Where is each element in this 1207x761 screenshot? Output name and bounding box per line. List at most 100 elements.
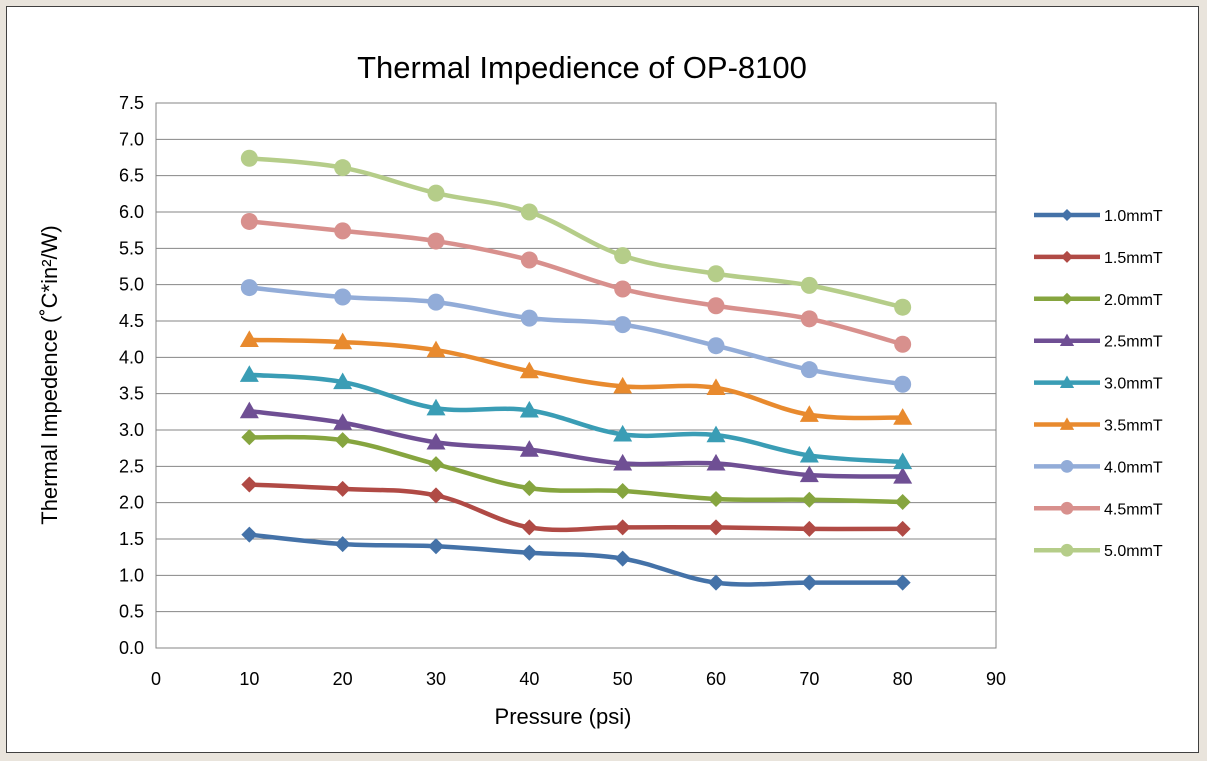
series-line: [249, 408, 903, 479]
y-axis-ticks: 0.0 0.5 1.0 1.5 2.0 2.5 3.0 3.5 4.0 4.5 5.0 5.5 6.0 6…: [119, 93, 144, 658]
x-tick-label: 20: [333, 669, 353, 689]
data-point: [800, 310, 818, 328]
data-point: [241, 526, 258, 543]
data-point: [800, 361, 818, 379]
data-point: [334, 480, 351, 497]
data-point: [239, 330, 259, 348]
legend-marker: [1061, 209, 1073, 221]
data-point: [801, 574, 818, 591]
legend-item: 3.5mmT: [1034, 417, 1163, 435]
legend-marker: [1060, 501, 1074, 515]
data-point: [614, 519, 631, 536]
data-point: [707, 265, 725, 283]
data-point: [239, 365, 259, 382]
data-point: [428, 487, 444, 504]
legend: 1.0mmT 1.5mmT 2.0mmT 2.5mmT 3.0mmT 3.5mmT 4.0m…: [1034, 208, 1163, 560]
data-point: [614, 280, 632, 298]
data-point: [334, 288, 352, 306]
series-line: [249, 285, 904, 387]
series-line: [249, 219, 904, 347]
y-tick-label: 1.5: [119, 529, 144, 549]
legend-label: 4.0mmT: [1104, 459, 1163, 476]
data-point: [521, 544, 538, 561]
data-point: [894, 375, 912, 393]
series-line: [249, 434, 903, 505]
data-point: [893, 408, 913, 425]
series-line: [249, 482, 903, 533]
legend-label: 4.5mmT: [1104, 501, 1163, 518]
series-3.0mmT: [239, 365, 913, 470]
x-tick-label: 90: [986, 669, 1006, 689]
x-tick-label: 0: [151, 669, 161, 689]
data-point: [428, 538, 444, 555]
data-point: [334, 222, 352, 240]
y-tick-label: 6.0: [119, 202, 144, 222]
data-point: [614, 483, 631, 500]
data-point: [519, 440, 539, 457]
legend-label: 1.0mmT: [1104, 208, 1163, 225]
data-point: [708, 574, 724, 591]
y-tick-label: 5.0: [119, 275, 144, 295]
data-point: [893, 452, 913, 470]
x-tick-label: 70: [799, 669, 819, 689]
data-point: [240, 279, 258, 297]
data-point: [427, 293, 445, 311]
y-tick-label: 2.5: [119, 456, 144, 476]
data-point: [520, 309, 538, 327]
series-2.0mmT: [241, 429, 911, 510]
y-tick-label: 5.5: [119, 238, 144, 258]
legend-label: 2.5mmT: [1104, 334, 1163, 351]
data-point: [613, 453, 633, 471]
data-point: [894, 298, 912, 316]
legend-marker: [1061, 292, 1073, 305]
data-point: [427, 232, 445, 250]
x-tick-label: 80: [893, 669, 913, 689]
data-point: [614, 316, 632, 334]
legend-item: 2.5mmT: [1034, 333, 1163, 351]
y-tick-label: 4.0: [119, 347, 144, 367]
series-line: [249, 372, 903, 465]
y-tick-label: 4.5: [119, 311, 144, 331]
y-tick-label: 3.5: [119, 384, 144, 404]
data-point: [241, 476, 258, 493]
data-point: [333, 372, 353, 390]
y-tick-label: 1.0: [119, 565, 144, 585]
data-point: [893, 467, 913, 484]
data-point: [521, 519, 538, 536]
legend-marker: [1059, 417, 1075, 430]
data-point: [240, 212, 258, 230]
series-4.0mmT: [240, 279, 912, 393]
data-point: [334, 159, 352, 177]
y-axis-label: Thermal Impedence (˚C*in²/W): [37, 225, 62, 525]
data-point: [333, 332, 353, 350]
x-tick-label: 10: [239, 669, 259, 689]
legend-item: 4.0mmT: [1034, 459, 1163, 476]
legend-label: 2.0mmT: [1104, 292, 1163, 309]
y-tick-label: 0.0: [119, 638, 144, 658]
data-point: [894, 574, 911, 591]
data-point: [708, 519, 724, 536]
x-tick-label: 50: [613, 669, 633, 689]
data-point: [894, 335, 912, 353]
data-point: [800, 276, 818, 294]
legend-label: 3.0mmT: [1104, 376, 1163, 393]
legend-label: 3.5mmT: [1104, 418, 1163, 435]
data-point: [799, 445, 819, 463]
data-point: [334, 432, 351, 449]
legend-item: 3.0mmT: [1034, 375, 1163, 393]
y-tick-label: 7.0: [119, 129, 144, 149]
data-point: [241, 429, 258, 446]
x-axis-label: Pressure (psi): [495, 704, 632, 729]
series-4.5mmT: [240, 212, 912, 353]
series-line: [249, 532, 903, 587]
series-layer: [239, 149, 913, 591]
line-chart: Thermal Impedience of OP-8100 0.0 0.5 1.0 1…: [37, 50, 1163, 729]
data-point: [520, 203, 538, 221]
data-point: [613, 376, 633, 394]
data-point: [519, 400, 539, 418]
x-tick-label: 30: [426, 669, 446, 689]
x-tick-label: 60: [706, 669, 726, 689]
data-point: [519, 361, 539, 379]
chart-title: Thermal Impedience of OP-8100: [357, 50, 807, 85]
legend-label: 5.0mmT: [1104, 543, 1163, 560]
